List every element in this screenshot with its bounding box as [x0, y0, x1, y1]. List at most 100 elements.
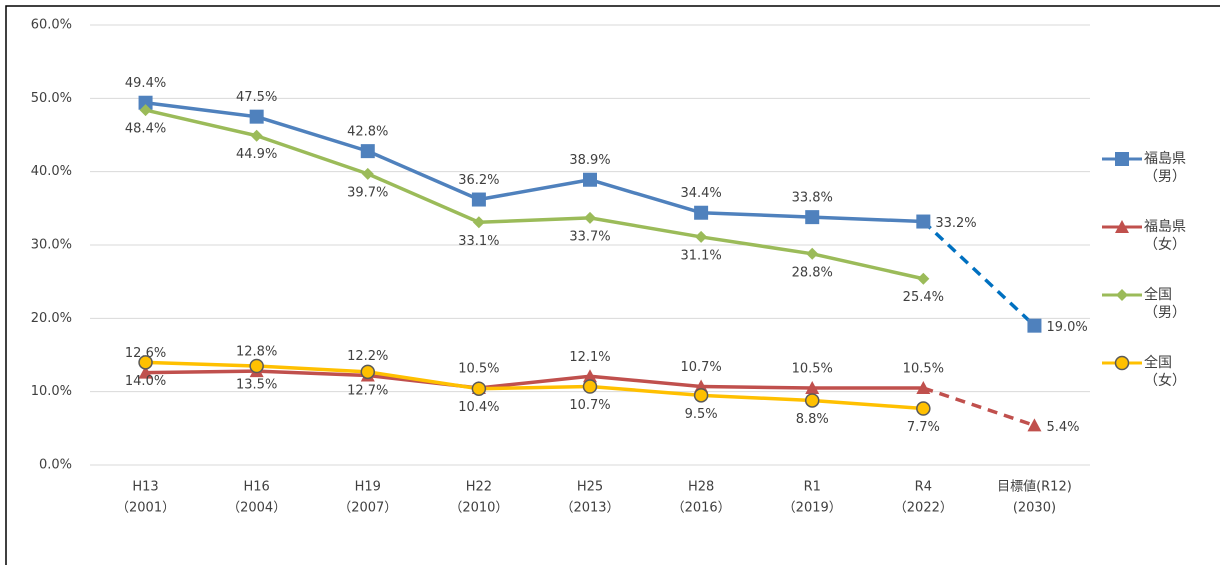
y-tick-label: 30.0% [31, 238, 72, 253]
legend-label: 福島県（男） [1144, 151, 1186, 185]
line-segment [256, 364, 368, 374]
value-label: 7.7% [907, 420, 940, 435]
marker [584, 211, 596, 224]
value-label: 5.4% [1046, 420, 1079, 435]
x-tick-label: （2010） [449, 501, 508, 516]
x-tick-label: H28 [688, 480, 714, 495]
marker [806, 247, 819, 260]
marker [138, 95, 153, 110]
line-segment [812, 215, 924, 224]
line-segment [256, 369, 368, 378]
y-tick-label: 60.0% [31, 18, 72, 33]
value-label: 42.8% [347, 125, 388, 140]
line-segment [367, 370, 480, 391]
y-tick-label: 10.0% [31, 384, 72, 399]
legend-swatch [1102, 355, 1142, 371]
line-segment [589, 374, 702, 389]
x-tick-label: （2013） [560, 501, 619, 516]
legend-item: 全国（男） [1102, 286, 1187, 322]
y-tick-label: 40.0% [31, 164, 72, 179]
marker [249, 358, 264, 374]
marker [1114, 355, 1130, 371]
value-label: 28.8% [792, 265, 833, 280]
value-label: 13.5% [236, 378, 277, 393]
marker [139, 104, 152, 117]
marker [916, 401, 931, 416]
marker [1116, 289, 1128, 301]
marker [695, 230, 708, 243]
line-segment [589, 178, 702, 215]
line-segment [701, 393, 813, 403]
marker [1027, 318, 1042, 333]
value-label: 10.4% [458, 400, 499, 415]
line-segment [589, 384, 702, 398]
value-label: 12.2% [347, 349, 388, 364]
marker [1115, 220, 1129, 233]
marker [917, 272, 930, 285]
x-tick-label: （2004） [227, 501, 286, 516]
marker [361, 167, 374, 180]
value-label: 33.1% [458, 234, 499, 249]
marker [805, 210, 820, 225]
marker [804, 393, 820, 408]
line-segment [922, 386, 1036, 428]
line-segment [478, 374, 591, 390]
marker [250, 129, 263, 142]
legend-label: 福島県（女） [1144, 219, 1186, 253]
marker [916, 214, 931, 229]
marker [249, 109, 264, 124]
x-tick-label: 目標値(R12) [997, 479, 1072, 495]
x-tick-label: H13 [132, 480, 158, 495]
value-label: 19.0% [1046, 320, 1087, 335]
value-label: 39.7% [347, 185, 388, 200]
marker [916, 381, 931, 394]
x-tick-label: （2022） [894, 501, 953, 516]
line-segment [478, 216, 591, 225]
legend-item: 全国（女） [1102, 354, 1187, 390]
marker [471, 192, 486, 207]
x-tick-label: （2001） [116, 501, 175, 516]
line-segment [701, 384, 813, 390]
value-label: 48.4% [125, 122, 166, 137]
value-label: 10.7% [569, 398, 610, 413]
value-label: 33.8% [792, 191, 833, 206]
marker [138, 355, 153, 370]
y-tick-label: 20.0% [31, 311, 72, 326]
x-tick-label: H16 [244, 480, 270, 495]
line-segment [145, 369, 257, 375]
legend-item: 福島県（女） [1102, 218, 1187, 254]
legend-swatch [1102, 152, 1142, 166]
value-label: 12.8% [236, 345, 277, 360]
value-label: 31.1% [680, 248, 721, 263]
line-segment [701, 210, 813, 219]
legend-label: 全国（女） [1144, 355, 1186, 389]
line-segment [145, 108, 258, 138]
marker [138, 365, 153, 379]
value-label: 49.4% [125, 76, 166, 91]
line-segment [922, 220, 1036, 327]
legend-swatch [1102, 289, 1142, 301]
value-label: 38.9% [569, 153, 610, 168]
x-tick-label: （2019） [783, 501, 842, 516]
line-segment [478, 178, 591, 202]
line-segment [145, 360, 257, 368]
value-label: 12.6% [125, 346, 166, 361]
x-tick-label: H19 [355, 480, 381, 495]
legend-item: 福島県（男） [1102, 150, 1187, 186]
value-label: 10.5% [792, 362, 833, 377]
marker [582, 379, 598, 394]
marker [694, 205, 709, 220]
y-tick-label: 50.0% [31, 91, 72, 106]
value-label: 10.7% [680, 360, 721, 375]
marker [360, 144, 375, 159]
line-segment [367, 149, 480, 202]
value-label: 10.5% [903, 362, 944, 377]
marker [805, 381, 820, 394]
line-segment [700, 235, 813, 256]
line-segment [811, 252, 924, 281]
x-tick-label: （2016） [672, 501, 731, 516]
value-label: 36.2% [458, 173, 499, 188]
legend-label: 全国（男） [1144, 287, 1186, 321]
